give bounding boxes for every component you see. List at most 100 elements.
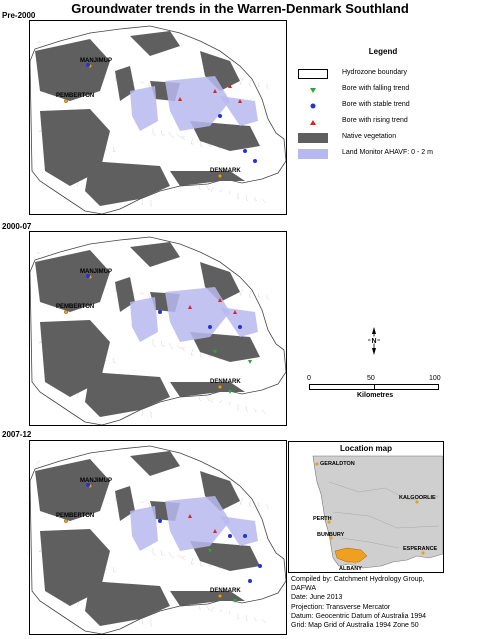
scale-bar-graphic [309,384,439,390]
native-vegetation-area [115,66,135,101]
native-vegetation-area [170,591,245,606]
falling-bore-marker [213,350,217,354]
land-monitor-area [130,297,158,342]
town-label: MANJIMUP [80,478,112,484]
native-vegetation-area [130,242,180,267]
place-kalgoorlie: KALGOORLIE [399,495,436,501]
panel-label-2000-07: 2000-07 [2,222,32,231]
stable-bore-marker [228,534,232,538]
credit-datum: Datum: Geocentric Datum of Australia 199… [291,612,427,620]
map-panel-2007-12: MANJIMUP PEMBERTON DENMARK [29,440,287,635]
falling-bore-marker [248,360,252,364]
stable-bore-marker [208,325,212,329]
land-monitor-icon [298,149,328,159]
native-vegetation-area [35,459,110,521]
town-label: DENMARK [210,168,241,174]
native-vegetation-area [115,486,135,521]
native-vegetation-area [85,581,170,626]
native-vegetation-area [85,372,170,417]
map-svg: MANJIMUP PEMBERTON DENMARK [30,445,286,634]
rising-bore-marker [213,529,217,533]
location-map: Location map GERALDTON KALGOORLIE PERTH … [288,441,444,573]
town-label: PEMBERTON [56,304,94,310]
town-marker [217,384,222,389]
stable-bore-marker [86,274,90,278]
place-bunbury: BUNBURY [317,532,345,538]
map-panel-2000-07: MANJIMUP PEMBERTON DENMARK [29,231,287,426]
location-map-title: Location map [339,444,392,453]
land-monitor-area [165,76,230,131]
credit-grid: Grid: Map Grid of Australia 1994 Zone 50 [291,622,419,630]
town-marker [64,98,69,103]
credit-date: Date: June 2013 [291,594,343,602]
native-vegetation-area [170,382,245,397]
town-label: MANJIMUP [80,58,112,64]
rising-bore-marker [178,97,182,101]
native-vegetation-area [130,31,180,56]
panel-label-pre-2000: Pre-2000 [2,11,36,20]
falling-bore-marker [233,599,237,603]
place-esperance: ESPERANCE [403,546,438,552]
place-geraldton: GERALDTON [320,461,355,467]
native-vegetation-area [85,161,170,206]
legend-title: Legend [368,47,398,56]
native-vegetation-icon [298,133,328,143]
scale-tick-0: 0 [307,375,311,382]
native-vegetation-area [35,39,110,101]
native-vegetation-area [190,121,260,151]
study-area-highlight [334,547,368,563]
stable-bore-marker [248,579,252,583]
map-panel-pre-2000: MANJIMUP PEMBERTON DENMARK [29,20,287,215]
stable-bore-marker [253,159,257,163]
town-marker [217,173,222,178]
scale-bar: 0 50 100 Kilometres [307,375,441,405]
north-label: N [371,338,376,345]
credit-compiled: Compiled by: Catchment Hydrology Group, [291,576,425,583]
map-svg: MANJIMUP PEMBERTON DENMARK [30,236,286,425]
legend-item-land-monitor: Land Monitor AHAVF: 0 - 2 m [290,148,476,160]
land-monitor-area [130,86,158,131]
native-vegetation-area [35,250,110,312]
stable-bore-marker [218,114,222,118]
town-marker [64,309,69,314]
panel-label-2007-12: 2007-12 [2,430,32,439]
north-arrow: N [365,326,383,356]
town-marker [64,518,69,523]
scale-tick-100: 100 [429,375,441,382]
place-perth: PERTH [313,516,332,522]
stable-bore-marker [243,534,247,538]
land-monitor-area [220,516,258,546]
legend-item-vegetation: Native vegetation [290,132,476,144]
native-vegetation-area [170,171,245,186]
legend: Legend Hydrozone boundary Bore with fall… [290,38,476,172]
native-vegetation-area [115,277,135,312]
land-monitor-area [220,307,258,337]
stable-bore-marker [258,564,262,568]
hydrozone-boundary-icon [298,69,328,79]
rising-bore-marker [233,310,237,314]
town-label: PEMBERTON [56,513,94,519]
stable-bore-marker [238,325,242,329]
stable-bore-marker [158,519,162,523]
falling-bore-marker [208,549,212,553]
rising-bore-marker [188,514,192,518]
legend-item-falling: Bore with falling trend [290,84,476,96]
rising-trend-icon [298,117,328,127]
land-monitor-area [165,496,230,551]
falling-bore-marker [228,390,232,394]
land-monitor-area [165,287,230,342]
stable-bore-marker [158,310,162,314]
stable-bore-marker [243,149,247,153]
credit-projection: Projection: Transverse Mercator [291,603,391,611]
rising-bore-marker [218,298,222,302]
land-monitor-area [220,96,258,126]
land-monitor-area [130,506,158,551]
falling-trend-icon [298,85,328,95]
town-label: MANJIMUP [80,269,112,275]
native-vegetation-area [190,541,260,571]
map-title: Groundwater trends in the Warren-Denmark… [71,1,409,16]
stable-bore-marker [86,63,90,67]
legend-item-hydrozone: Hydrozone boundary [290,68,476,80]
town-label: DENMARK [210,588,241,594]
map-svg: MANJIMUP PEMBERTON DENMARK [30,25,286,214]
